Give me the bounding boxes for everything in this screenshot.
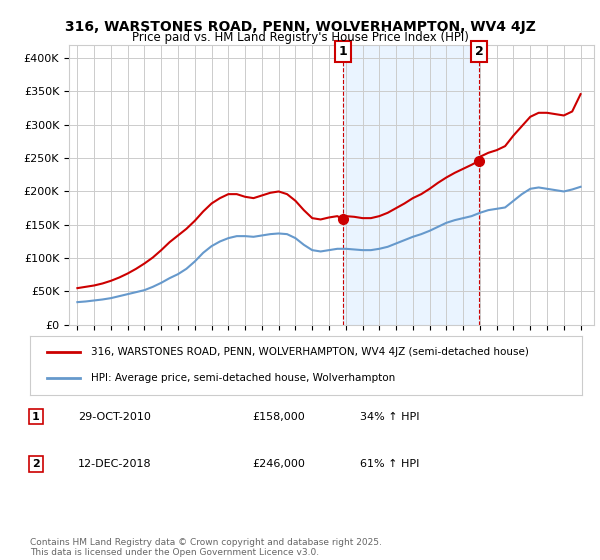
Text: 12-DEC-2018: 12-DEC-2018 bbox=[78, 459, 152, 469]
Text: 2: 2 bbox=[32, 459, 40, 469]
Text: 2: 2 bbox=[475, 45, 484, 58]
Text: 29-OCT-2010: 29-OCT-2010 bbox=[78, 412, 151, 422]
Text: 316, WARSTONES ROAD, PENN, WOLVERHAMPTON, WV4 4JZ: 316, WARSTONES ROAD, PENN, WOLVERHAMPTON… bbox=[65, 20, 535, 34]
Text: Contains HM Land Registry data © Crown copyright and database right 2025.
This d: Contains HM Land Registry data © Crown c… bbox=[30, 538, 382, 557]
Text: HPI: Average price, semi-detached house, Wolverhampton: HPI: Average price, semi-detached house,… bbox=[91, 374, 395, 384]
Text: £246,000: £246,000 bbox=[252, 459, 305, 469]
Text: 1: 1 bbox=[32, 412, 40, 422]
Text: 34% ↑ HPI: 34% ↑ HPI bbox=[360, 412, 419, 422]
Text: Price paid vs. HM Land Registry's House Price Index (HPI): Price paid vs. HM Land Registry's House … bbox=[131, 31, 469, 44]
Bar bbox=[343, 45, 479, 325]
Text: 316, WARSTONES ROAD, PENN, WOLVERHAMPTON, WV4 4JZ (semi-detached house): 316, WARSTONES ROAD, PENN, WOLVERHAMPTON… bbox=[91, 347, 529, 357]
Text: £158,000: £158,000 bbox=[252, 412, 305, 422]
Text: 61% ↑ HPI: 61% ↑ HPI bbox=[360, 459, 419, 469]
Text: 1: 1 bbox=[338, 45, 347, 58]
